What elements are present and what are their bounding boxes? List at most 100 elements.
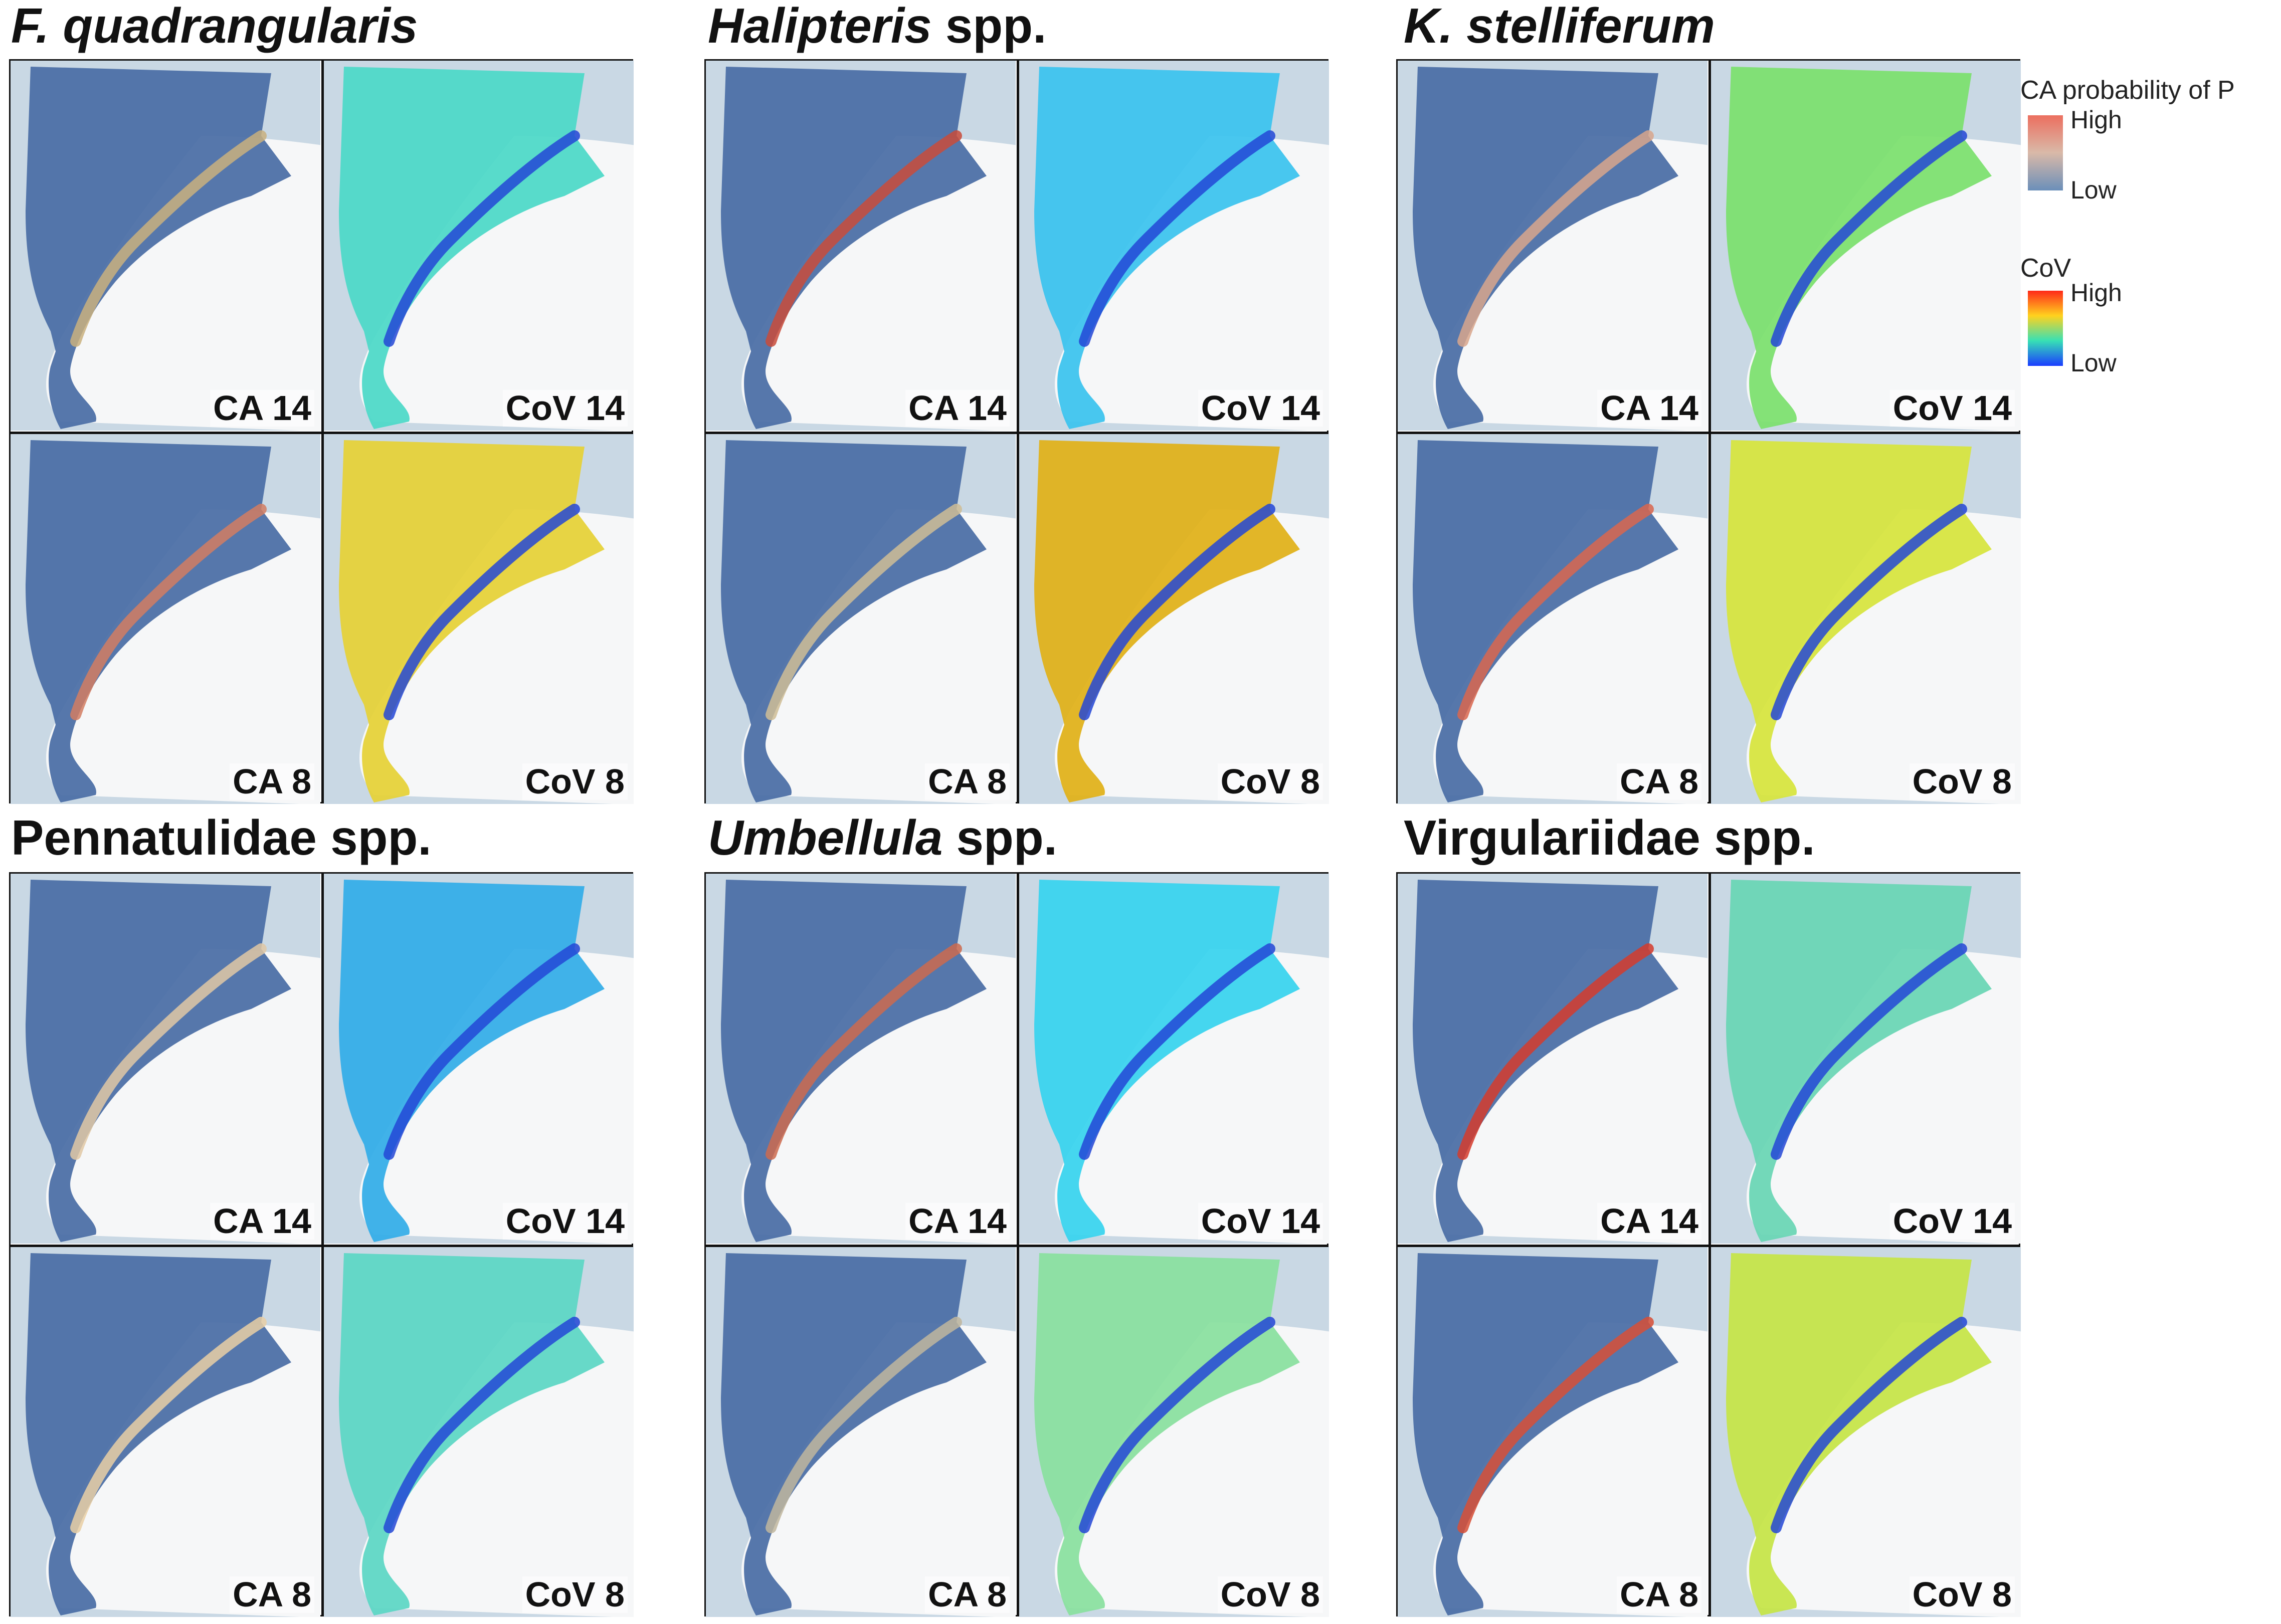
- land-mass: [1433, 949, 1707, 1244]
- map-svg: [1398, 61, 1707, 431]
- panel-divider-horizontal: [1398, 432, 2019, 434]
- land-mass: [741, 509, 1016, 804]
- panel-divider-horizontal: [11, 432, 632, 434]
- panel-label: CoV 14: [1198, 1202, 1323, 1240]
- title-halipteris: Halipteris spp.: [708, 0, 1047, 53]
- land-mass: [741, 136, 1016, 431]
- coastal-slope-band: [1771, 1317, 1967, 1533]
- map-svg: [11, 434, 320, 804]
- species-grid-halipteris: CA 14 CoV 14 CA 8 CoV 8: [704, 59, 1329, 804]
- panel-label: CA 14: [210, 1202, 314, 1240]
- coastal-slope-band: [70, 943, 267, 1160]
- map-panel-ca8: CA 8: [1398, 434, 1707, 804]
- land-mass: [1433, 1322, 1707, 1617]
- map-svg: [324, 1247, 634, 1617]
- panel-label: CA 14: [905, 1202, 1010, 1240]
- map-panel-cov8: CoV 8: [1711, 434, 2021, 804]
- map-panel-ca14: CA 14: [706, 61, 1016, 431]
- map-panel-ca14: CA 14: [1398, 874, 1707, 1244]
- map-panel-cov14: CoV 14: [324, 61, 634, 431]
- land-mass: [1433, 136, 1707, 431]
- map-panel-cov14: CoV 14: [1019, 61, 1329, 431]
- land-mass: [46, 136, 320, 431]
- land-mass: [1055, 136, 1329, 431]
- land-mass: [1055, 949, 1329, 1244]
- land-mass: [1055, 1322, 1329, 1617]
- map-svg: [11, 61, 320, 431]
- panel-divider-horizontal: [706, 432, 1327, 434]
- legend-ca-colorbar: [2028, 115, 2063, 190]
- land-mass: [741, 1322, 1016, 1617]
- legend-ca-title: CA probability of P: [2020, 76, 2235, 105]
- land-mass: [1433, 509, 1707, 804]
- legend-ca-low: Low: [2070, 176, 2117, 204]
- map-svg: [324, 874, 634, 1244]
- map-panel-ca14: CA 14: [11, 874, 320, 1244]
- map-svg: [706, 874, 1016, 1244]
- species-grid-f-quadrangularis: CA 14 CoV 14 CA 8 CoV 8: [9, 59, 634, 804]
- species-grid-pennatulidae: CA 14 CoV 14 CA 8 CoV 8: [9, 872, 634, 1617]
- map-svg: [1019, 434, 1329, 804]
- map-svg: [1019, 874, 1329, 1244]
- panel-label: CA 8: [1617, 763, 1701, 800]
- title-umbellula: Umbellula spp.: [708, 810, 1058, 865]
- panel-divider-vertical: [1017, 874, 1019, 1615]
- land-mass: [359, 1322, 634, 1617]
- coastal-slope-band: [1079, 130, 1275, 347]
- title-k-stelliferum: K. stelliferum: [1404, 0, 1715, 53]
- coastal-slope-band: [384, 943, 580, 1160]
- panel-label: CA 14: [1597, 389, 1701, 427]
- species-grid-umbellula: CA 14 CoV 14 CA 8 CoV 8: [704, 872, 1329, 1617]
- panel-divider-horizontal: [706, 1245, 1327, 1247]
- panel-label: CA 8: [925, 1576, 1010, 1613]
- map-svg: [1398, 434, 1707, 804]
- coastal-slope-band: [766, 130, 962, 347]
- coastal-slope-band: [1771, 504, 1967, 720]
- panel-label: CA 8: [1617, 1576, 1701, 1613]
- coastal-slope-band: [70, 130, 267, 347]
- map-panel-cov14: CoV 14: [1711, 874, 2021, 1244]
- coastal-slope-band: [384, 1317, 580, 1533]
- panel-label: CoV 14: [1198, 389, 1323, 427]
- panel-label: CA 8: [230, 1576, 314, 1613]
- map-svg: [1398, 874, 1707, 1244]
- land-mass: [1747, 509, 2021, 804]
- legend-cov-title: CoV: [2020, 254, 2071, 283]
- map-panel-ca14: CA 14: [706, 874, 1016, 1244]
- map-panel-cov8: CoV 8: [1019, 1247, 1329, 1617]
- coastal-slope-band: [766, 1317, 962, 1533]
- map-panel-cov8: CoV 8: [324, 434, 634, 804]
- map-svg: [706, 434, 1016, 804]
- land-mass: [46, 949, 320, 1244]
- coastal-slope-band: [766, 504, 962, 720]
- map-panel-cov8: CoV 8: [1019, 434, 1329, 804]
- map-svg: [1711, 874, 2021, 1244]
- panel-label: CoV 8: [1217, 763, 1323, 800]
- coastal-slope-band: [1457, 130, 1654, 347]
- map-svg: [324, 434, 634, 804]
- map-svg: [1019, 1247, 1329, 1617]
- coastal-slope-band: [384, 130, 580, 347]
- land-mass: [46, 509, 320, 804]
- panel-divider-horizontal: [11, 1245, 632, 1247]
- map-svg: [706, 61, 1016, 431]
- panel-label: CoV 14: [1889, 389, 2015, 427]
- panel-divider-vertical: [321, 874, 324, 1615]
- panel-label: CoV 8: [1217, 1576, 1323, 1613]
- map-svg: [324, 61, 634, 431]
- land-mass: [1747, 949, 2021, 1244]
- title-pennatulidae: Pennatulidae spp.: [11, 810, 432, 865]
- panel-label: CoV 8: [522, 1576, 628, 1613]
- land-mass: [1747, 136, 2021, 431]
- panel-divider-vertical: [1017, 61, 1019, 802]
- panel-divider-horizontal: [1398, 1245, 2019, 1247]
- coastal-slope-band: [70, 504, 267, 720]
- map-panel-cov14: CoV 14: [1019, 874, 1329, 1244]
- map-panel-cov14: CoV 14: [1711, 61, 2021, 431]
- map-panel-ca8: CA 8: [706, 1247, 1016, 1617]
- coastal-slope-band: [70, 1317, 267, 1533]
- map-svg: [11, 874, 320, 1244]
- map-panel-ca8: CA 8: [11, 434, 320, 804]
- land-mass: [359, 949, 634, 1244]
- panel-label: CA 14: [210, 389, 314, 427]
